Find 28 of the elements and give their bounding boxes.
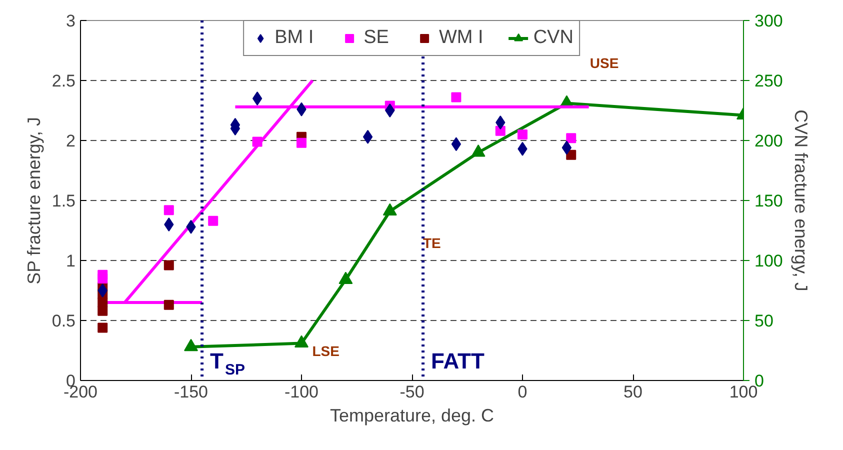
y2-axis-title: CVN fracture energy, J bbox=[790, 110, 811, 292]
y-axis-title: SP fracture energy, J bbox=[24, 116, 44, 284]
y-tick-label: 2.5 bbox=[52, 72, 76, 90]
y2-tick-label: 300 bbox=[754, 12, 783, 30]
y-tick-label: 2 bbox=[66, 132, 76, 150]
annotation: LSE bbox=[312, 342, 340, 359]
y2-tick-label: 50 bbox=[754, 312, 774, 330]
ref-line-label: FATT bbox=[431, 348, 485, 374]
x-tick-label: 0 bbox=[518, 382, 528, 402]
y2-tick-label: 200 bbox=[754, 132, 783, 150]
legend-label: BM I bbox=[274, 27, 314, 49]
y-tick-label: 1 bbox=[66, 252, 76, 270]
y2-tick-label: 100 bbox=[754, 252, 783, 270]
x-tick-label: -150 bbox=[174, 382, 208, 402]
legend-label: WM I bbox=[438, 27, 484, 49]
y2-tick-label: 150 bbox=[754, 192, 783, 210]
x-tick-label: -50 bbox=[400, 382, 424, 402]
y-tick-label: 3 bbox=[66, 12, 76, 30]
y-tick-label: 0.5 bbox=[52, 312, 76, 330]
x-tick-label: 50 bbox=[624, 382, 642, 402]
x-tick-label: -100 bbox=[284, 382, 319, 402]
legend-label: SE bbox=[364, 27, 389, 49]
y2-tick-label: 250 bbox=[754, 72, 783, 90]
annotation: TE bbox=[422, 234, 441, 251]
legend-label: CVN bbox=[533, 27, 574, 49]
x-axis-title: Temperature, deg. C bbox=[330, 406, 494, 426]
y-tick-label: 1.5 bbox=[52, 192, 76, 210]
annotation: USE bbox=[590, 54, 619, 71]
